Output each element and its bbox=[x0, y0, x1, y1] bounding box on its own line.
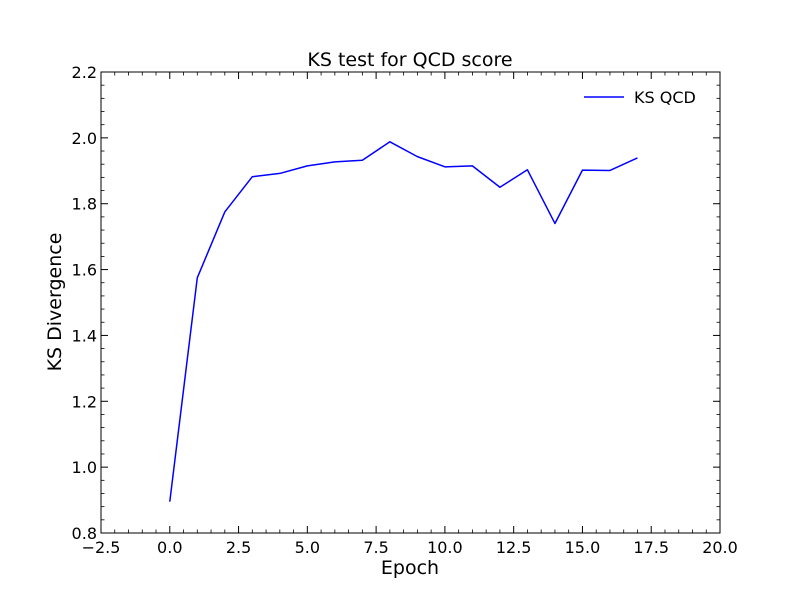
legend-label: KS QCD bbox=[634, 88, 696, 107]
ticks-group bbox=[100, 71, 721, 534]
y-tick-label: 1.8 bbox=[72, 195, 97, 214]
y-axis-label: KS Divergence bbox=[44, 233, 66, 372]
x-tick-label: 15.0 bbox=[565, 538, 601, 557]
tick-labels-group: −2.5 0.0 2.5 5.0 7.5 10.0 12.5 15.0 17.5 20.0 0.8 1… bbox=[72, 63, 738, 557]
y-tick-label: 1.6 bbox=[72, 261, 97, 280]
y-tick-label: 1.0 bbox=[72, 458, 97, 477]
y-tick-label: 2.0 bbox=[72, 129, 97, 148]
x-tick-label: 5.0 bbox=[295, 538, 320, 557]
y-tick-label: 0.8 bbox=[72, 524, 97, 543]
x-tick-label: 12.5 bbox=[496, 538, 532, 557]
series-group bbox=[169, 141, 638, 502]
x-axis-label: Epoch bbox=[381, 557, 439, 579]
x-tick-label: −2.5 bbox=[82, 538, 121, 557]
y-tick-label: 1.2 bbox=[72, 392, 97, 411]
chart-title: KS test for QCD score bbox=[307, 49, 512, 71]
y-tick-label: 1.4 bbox=[72, 326, 97, 345]
x-tick-label: 0.0 bbox=[157, 538, 182, 557]
plot-area bbox=[100, 71, 721, 534]
x-tick-label: 2.5 bbox=[226, 538, 251, 557]
x-tick-label: 10.0 bbox=[427, 538, 463, 557]
legend: KS QCD bbox=[584, 88, 696, 107]
series-line-ks-qcd bbox=[169, 141, 638, 502]
x-tick-label: 20.0 bbox=[702, 538, 738, 557]
x-tick-label: 7.5 bbox=[363, 538, 388, 557]
y-tick-label: 2.2 bbox=[72, 63, 97, 82]
x-tick-label: 17.5 bbox=[633, 538, 669, 557]
